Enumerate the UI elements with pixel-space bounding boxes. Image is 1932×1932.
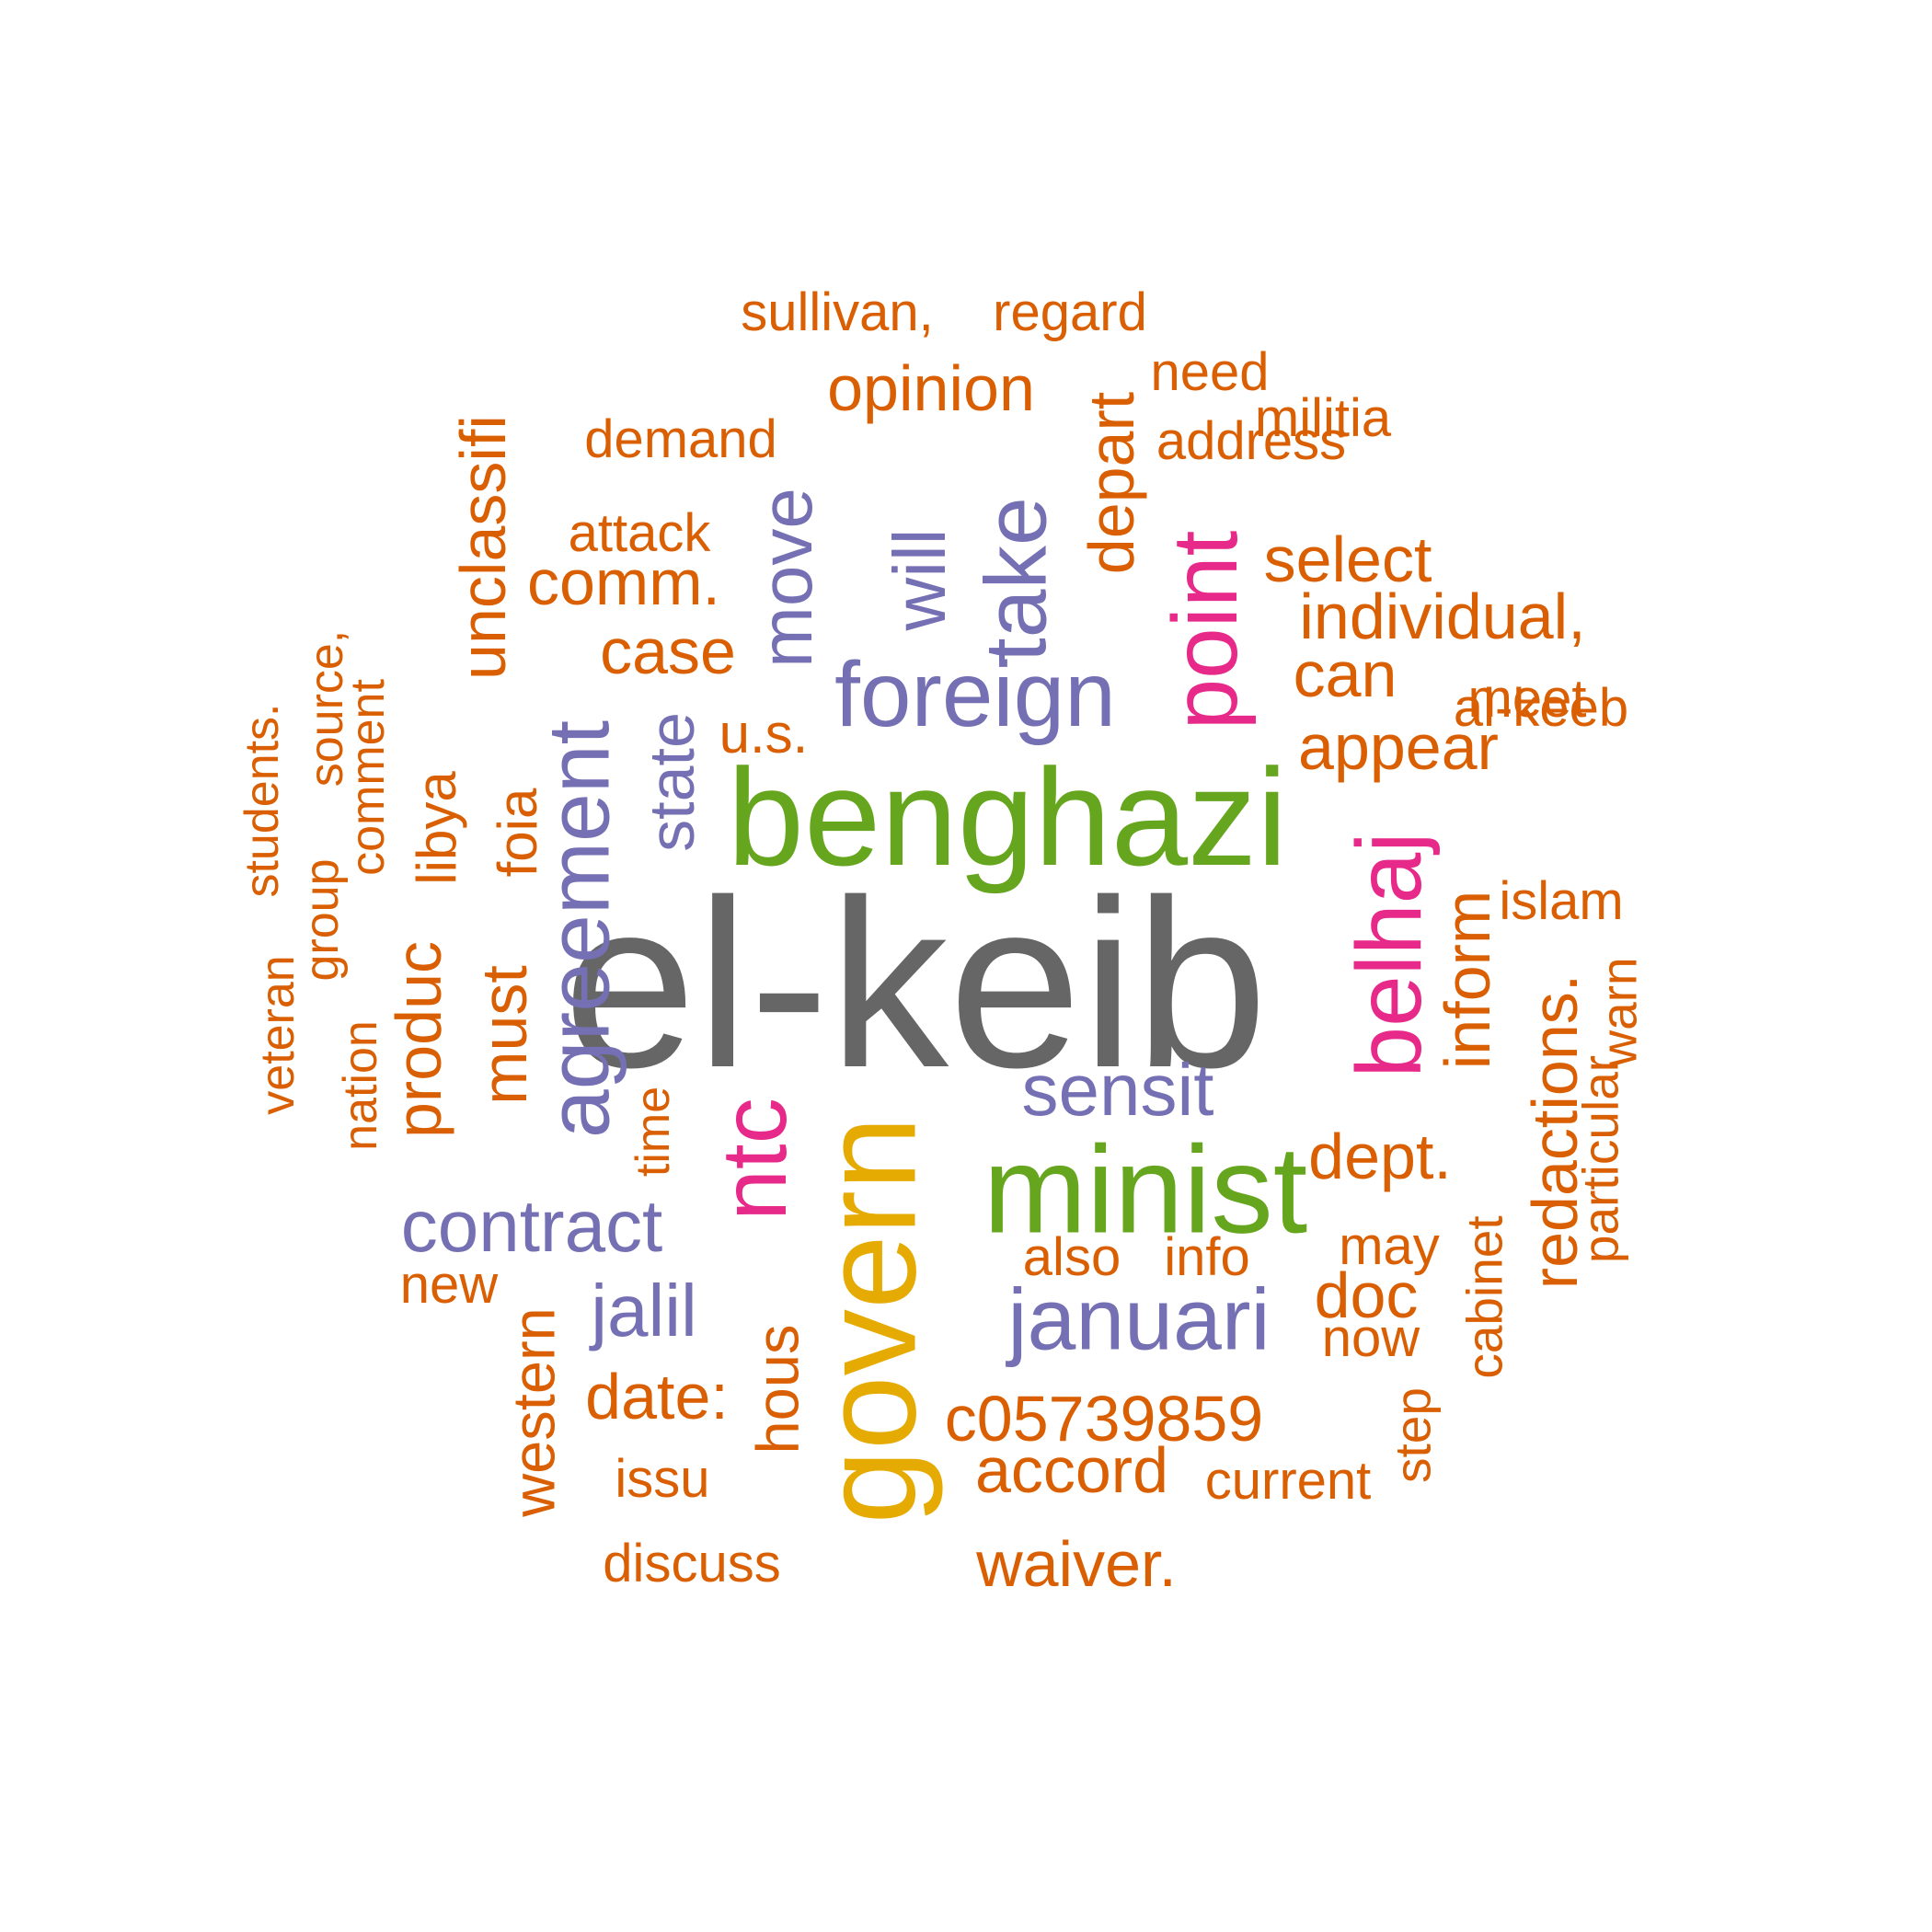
word-demand: demand: [584, 409, 777, 469]
word-hous: hous: [743, 1324, 811, 1455]
word-state: state: [636, 712, 707, 852]
word-minist: minist: [983, 1120, 1308, 1259]
word-students: students.: [236, 703, 289, 898]
word-appear: appear: [1298, 711, 1499, 783]
word-take: take: [967, 497, 1065, 662]
word-date: date:: [585, 1361, 729, 1432]
word-select: select: [1263, 523, 1432, 595]
word-also: also: [1022, 1227, 1121, 1287]
word-sullivan: sullivan,: [741, 282, 934, 342]
word-el-keib: el-keib: [563, 851, 1268, 1118]
word-new: new: [399, 1255, 499, 1315]
word-particular: particular: [1571, 1054, 1629, 1264]
word-case: case: [600, 615, 736, 687]
word-c05739859: c05739859: [944, 1383, 1264, 1455]
word-comm: comm.: [527, 546, 720, 618]
word-agreement: agreement: [530, 719, 628, 1139]
word-inform: inform: [1432, 890, 1503, 1070]
word-dept: dept.: [1308, 1121, 1452, 1192]
word-can: can: [1293, 638, 1397, 710]
word-discuss: discuss: [603, 1534, 781, 1593]
word-point: point: [1154, 530, 1257, 730]
word-libya: libya: [406, 771, 467, 885]
word-januari: januari: [1007, 1271, 1271, 1369]
word-source: source,: [300, 629, 353, 788]
word-nation: nation: [334, 1020, 387, 1151]
word-belhaj: belhaj: [1338, 832, 1441, 1078]
word-benghazi: benghazi: [727, 740, 1288, 894]
word-waiver: waiver.: [976, 1528, 1177, 1600]
word-individual: individual,: [1299, 581, 1586, 652]
word-must: must: [468, 965, 540, 1105]
word-address: address: [1156, 411, 1347, 471]
word-attack: attack: [568, 503, 711, 563]
word-regard: regard: [993, 282, 1147, 342]
word-unclassifi: unclassifi: [447, 415, 519, 680]
word-ntc: ntc: [703, 1098, 806, 1221]
word-militia: militia: [1254, 388, 1392, 448]
word-cabinet: cabinet: [1455, 1215, 1513, 1379]
word-doc: doc: [1314, 1259, 1419, 1331]
word-current: current: [1204, 1451, 1372, 1511]
word-may: may: [1339, 1216, 1440, 1276]
word-us: u.s.: [719, 703, 809, 765]
word-contract: contract: [400, 1185, 663, 1267]
word-jalil: jalil: [591, 1270, 697, 1351]
word-now: now: [1321, 1308, 1420, 1368]
word-meet: meet: [1467, 669, 1587, 729]
word-al-keeb: al-keeb: [1453, 678, 1629, 738]
word-need: need: [1150, 342, 1270, 402]
word-veteran: veteran: [251, 955, 305, 1115]
word-issu: issu: [615, 1449, 710, 1509]
word-foreign: foreign: [834, 643, 1116, 746]
word-warn: warn: [1590, 957, 1648, 1067]
word-islam: islam: [1499, 871, 1624, 931]
word-move: move: [745, 488, 827, 668]
word-step: step: [1384, 1387, 1442, 1483]
word-opinion: opinion: [827, 352, 1035, 424]
word-group: group: [295, 858, 349, 982]
word-depart: depart: [1075, 391, 1147, 575]
word-govern: govern: [794, 1116, 944, 1524]
word-will: will: [879, 528, 960, 631]
word-western: western: [500, 1307, 568, 1517]
word-time: time: [627, 1086, 680, 1178]
word-sensit: sensit: [1021, 1049, 1214, 1131]
word-info: info: [1164, 1227, 1250, 1287]
word-produc: produc: [383, 940, 454, 1139]
word-accord: accord: [974, 1434, 1169, 1506]
word-foia: foia: [487, 788, 548, 878]
